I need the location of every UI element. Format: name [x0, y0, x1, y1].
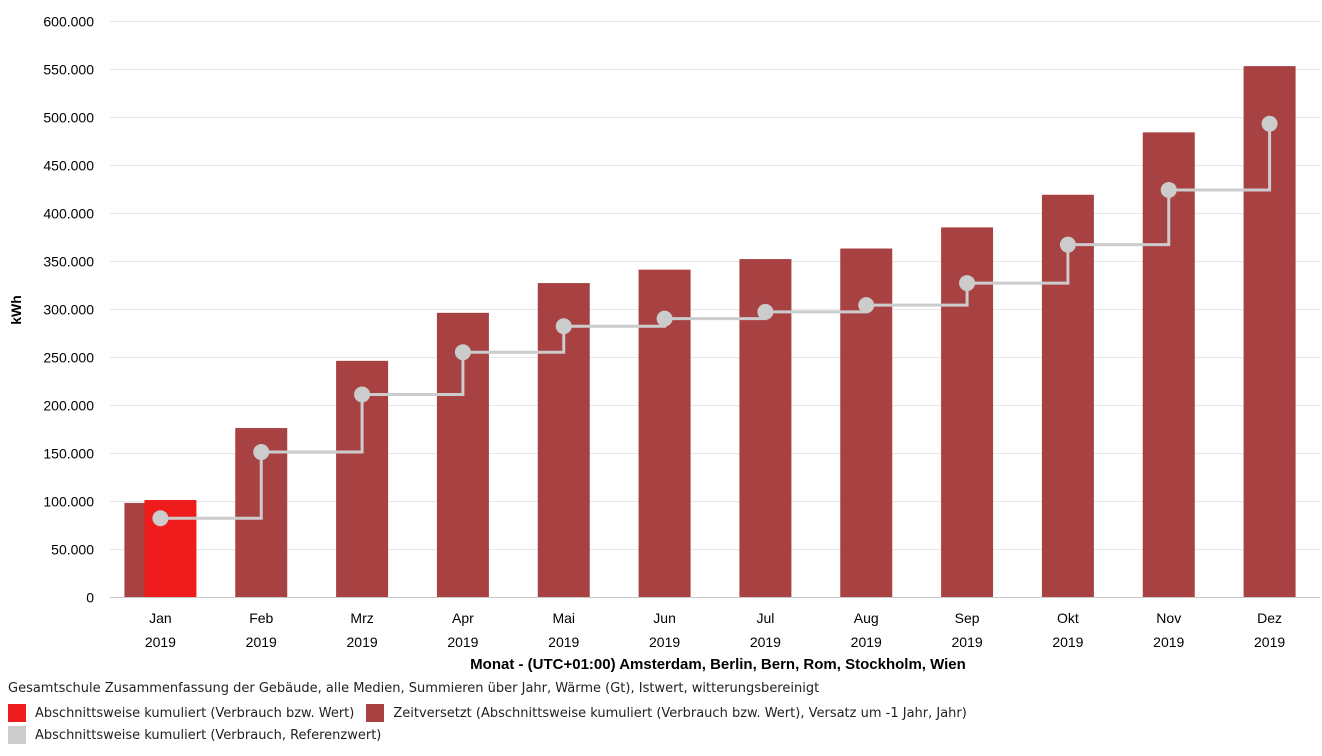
legend-label: Abschnittsweise kumuliert (Verbrauch bzw…: [35, 705, 355, 721]
reference-point-apr: [454, 344, 471, 361]
grid-lines: [110, 21, 1320, 598]
x-tick-label: Okt: [1057, 610, 1079, 626]
x-tick-label: Jun: [653, 610, 676, 626]
x-axis: Jan 2019 Feb 2019 Mrz 2019 Apr 2019 Mai 2019 Jun 20…: [145, 610, 1286, 650]
x-tick-year: 2019: [246, 634, 277, 650]
x-tick-year: 2019: [1153, 634, 1184, 650]
y-tick-label: 250.000: [43, 350, 94, 366]
x-tick-year: 2019: [1254, 634, 1285, 650]
reference-step-line: [152, 115, 1278, 527]
legend-row: Abschnittsweise kumuliert (Verbrauch bzw…: [8, 702, 979, 724]
y-tick-label: 0: [86, 590, 94, 606]
legend-swatch-gray: [8, 726, 26, 744]
reference-point-mai: [555, 318, 572, 335]
reference-point-dez: [1261, 115, 1278, 132]
x-tick-year: 2019: [347, 634, 378, 650]
y-tick-label: 550.000: [43, 62, 94, 78]
reference-point-sep: [959, 275, 976, 292]
y-tick-label: 350.000: [43, 254, 94, 270]
x-tick-label: Feb: [249, 610, 273, 626]
x-tick-year: 2019: [548, 634, 579, 650]
x-tick-label: Mrz: [350, 610, 373, 626]
legend-swatch-red: [8, 704, 26, 722]
y-tick-label: 500.000: [43, 110, 94, 126]
reference-point-jul: [757, 303, 774, 320]
bar-current-jan: [144, 500, 197, 597]
y-tick-label: 100.000: [43, 494, 94, 510]
chart: 0 50.000 100.000 150.000 200.000 250.000 300.0…: [8, 14, 1320, 673]
x-tick-label: Dez: [1257, 610, 1282, 626]
legend: Gesamtschule Zusammenfassung der Gebäude…: [8, 680, 979, 746]
x-axis-label: Monat - (UTC+01:00) Amsterdam, Berlin, B…: [470, 656, 966, 673]
legend-swatch-darkred: [366, 704, 385, 722]
legend-item-offset[interactable]: Zeitversetzt (Abschnittsweise kumuliert …: [366, 704, 967, 722]
y-tick-label: 50.000: [51, 542, 94, 558]
reference-point-mrz: [354, 386, 371, 403]
reference-point-feb: [253, 444, 270, 461]
x-tick-year: 2019: [447, 634, 478, 650]
y-axis: 0 50.000 100.000 150.000 200.000 250.000 300.0…: [43, 14, 94, 606]
reference-point-okt: [1059, 236, 1076, 253]
bars: [124, 66, 1296, 598]
y-tick-label: 300.000: [43, 302, 94, 318]
y-axis-label: kWh: [8, 295, 24, 325]
x-tick-label: Jul: [756, 610, 774, 626]
reference-point-jan: [152, 510, 169, 527]
x-tick-label: Nov: [1156, 610, 1181, 626]
y-tick-label: 150.000: [43, 446, 94, 462]
x-tick-year: 2019: [851, 634, 882, 650]
y-tick-label: 600.000: [43, 14, 94, 30]
y-tick-label: 450.000: [43, 158, 94, 174]
reference-line: [160, 123, 1272, 520]
reference-point-jun: [656, 310, 673, 327]
legend-label: Abschnittsweise kumuliert (Verbrauch, Re…: [35, 727, 382, 743]
x-tick-year: 2019: [145, 634, 176, 650]
x-tick-label: Jan: [149, 610, 172, 626]
x-tick-label: Apr: [452, 610, 474, 626]
legend-item-reference[interactable]: Abschnittsweise kumuliert (Verbrauch, Re…: [8, 726, 381, 744]
legend-row: Abschnittsweise kumuliert (Verbrauch, Re…: [8, 724, 979, 746]
x-tick-year: 2019: [1052, 634, 1083, 650]
y-tick-label: 200.000: [43, 398, 94, 414]
x-tick-year: 2019: [952, 634, 983, 650]
legend-label: Zeitversetzt (Abschnittsweise kumuliert …: [393, 705, 967, 721]
x-tick-year: 2019: [750, 634, 781, 650]
x-tick-label: Sep: [955, 610, 980, 626]
chart-caption: Gesamtschule Zusammenfassung der Gebäude…: [8, 681, 820, 696]
y-tick-label: 400.000: [43, 206, 94, 222]
reference-point-nov: [1160, 181, 1177, 198]
x-tick-label: Aug: [854, 610, 879, 626]
reference-point-aug: [858, 297, 875, 314]
x-tick-label: Mai: [552, 610, 575, 626]
legend-item-cumulative[interactable]: Abschnittsweise kumuliert (Verbrauch bzw…: [8, 704, 354, 722]
x-tick-year: 2019: [649, 634, 680, 650]
